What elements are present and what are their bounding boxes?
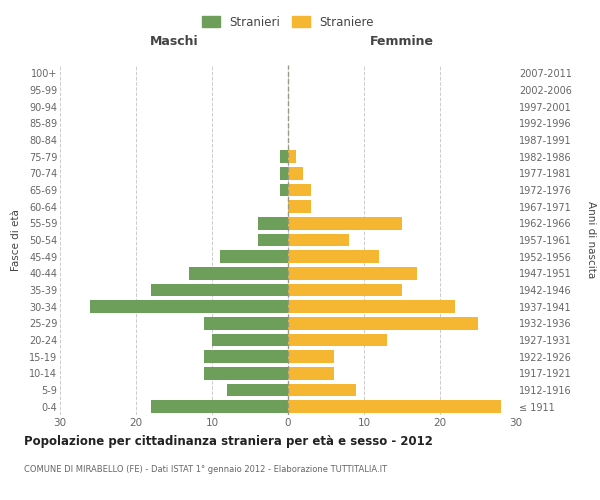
Bar [288, 367, 334, 380]
Bar [151, 400, 288, 413]
Y-axis label: Fasce di età: Fasce di età [11, 209, 20, 271]
Bar [280, 150, 288, 163]
Y-axis label: Anni di nascita: Anni di nascita [586, 202, 596, 278]
Bar [288, 350, 334, 363]
Bar [288, 167, 303, 179]
Bar [205, 317, 288, 330]
Text: COMUNE DI MIRABELLO (FE) - Dati ISTAT 1° gennaio 2012 - Elaborazione TUTTITALIA.: COMUNE DI MIRABELLO (FE) - Dati ISTAT 1°… [24, 465, 387, 474]
Bar [288, 334, 387, 346]
Bar [257, 234, 288, 246]
Bar [288, 384, 356, 396]
Bar [212, 334, 288, 346]
Bar [288, 317, 478, 330]
Bar [288, 150, 296, 163]
Bar [288, 184, 311, 196]
Bar [91, 300, 288, 313]
Bar [227, 384, 288, 396]
Bar [288, 234, 349, 246]
Text: Femmine: Femmine [370, 36, 434, 49]
Bar [280, 184, 288, 196]
Bar [257, 217, 288, 230]
Bar [288, 200, 311, 213]
Bar [220, 250, 288, 263]
Bar [288, 300, 455, 313]
Text: Maschi: Maschi [149, 36, 199, 49]
Bar [205, 367, 288, 380]
Bar [151, 284, 288, 296]
Bar [288, 217, 402, 230]
Bar [280, 167, 288, 179]
Bar [205, 350, 288, 363]
Bar [288, 400, 501, 413]
Bar [288, 250, 379, 263]
Legend: Stranieri, Straniere: Stranieri, Straniere [197, 11, 379, 34]
Text: Popolazione per cittadinanza straniera per età e sesso - 2012: Popolazione per cittadinanza straniera p… [24, 435, 433, 448]
Bar [288, 284, 402, 296]
Bar [189, 267, 288, 280]
Bar [288, 267, 417, 280]
